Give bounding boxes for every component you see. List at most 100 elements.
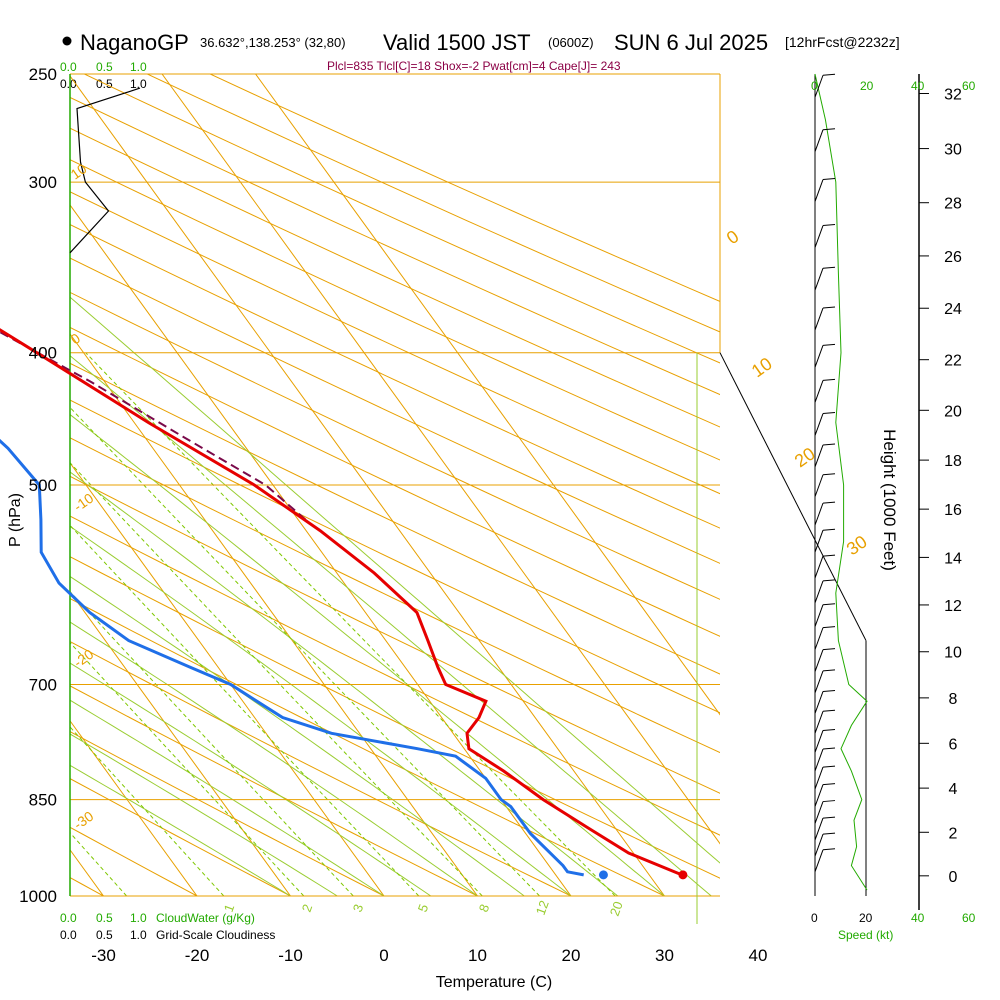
valid-date: SUN 6 Jul 2025	[614, 30, 768, 55]
top-green-2: 1.0	[130, 60, 147, 74]
wind-barb-staff	[814, 649, 824, 672]
mixing-ratio-value-label: 20	[607, 899, 626, 918]
surface-temperature-marker	[678, 870, 688, 880]
moist-adiabat-line	[70, 355, 712, 896]
dry-adiabat-line	[70, 224, 720, 529]
wind-barb-staff	[814, 604, 824, 627]
height-tick-label: 0	[949, 869, 958, 886]
mixing-ratio-line	[70, 462, 483, 896]
wind-barb-flag	[822, 603, 836, 606]
moist-adiabat-line	[70, 764, 291, 896]
temperature-axis: -30 -20 -10 0 10 20 30 40	[91, 946, 767, 965]
speed-top-0: 0	[811, 79, 818, 93]
mixing-ratio-line	[70, 726, 225, 896]
temperature-tick-label: -20	[185, 946, 210, 965]
height-tick-label: 16	[944, 502, 962, 519]
dry-adiabat-line	[70, 475, 720, 794]
pressure-tick-label: 300	[29, 173, 57, 192]
wind-barb-staff	[814, 670, 824, 694]
right-slant-line	[719, 352, 867, 641]
speed-bottom-0: 0	[811, 911, 818, 925]
wind-barb-staff	[814, 129, 824, 152]
moist-adiabat-line	[70, 621, 478, 896]
wind-barb-staff	[814, 413, 824, 436]
mixing-ratio-value-label: 1	[221, 902, 238, 914]
speed-bottom-3: 60	[962, 911, 976, 925]
valid-time: Valid 1500 JST	[383, 30, 531, 55]
height-tick-label: 8	[949, 691, 958, 708]
isotherm-value-label: 30	[843, 531, 871, 559]
temperature-tick-label: -10	[278, 946, 303, 965]
wind-barb-flag	[822, 412, 836, 415]
speed-bottom-1: 20	[859, 911, 873, 925]
dry-adiabat-line	[208, 74, 720, 302]
dry-adiabat-line	[70, 437, 720, 754]
moist-adiabat-line	[70, 662, 432, 896]
pressure-axis: 250 300 400 500 700 850 1000	[19, 65, 57, 906]
bottom-scale-green: 0.0 0.5 1.0 CloudWater (g/Kg)	[60, 911, 255, 925]
sounding-series	[0, 328, 688, 880]
temperature-tick-label: 20	[562, 946, 581, 965]
bottom-green-0: 0.0	[60, 911, 77, 925]
wind-barb-flag	[822, 626, 836, 629]
cloudiness-profile	[69, 87, 141, 254]
isotherm-line	[70, 719, 198, 896]
speed-scale-bottom: 0 20 40 60 Speed (kt)	[811, 911, 976, 942]
wind-barb-flag	[822, 783, 836, 786]
wind-barb-flag	[822, 443, 836, 446]
wind-barb-staff	[814, 555, 824, 579]
height-tick-label: 10	[944, 645, 962, 662]
wind-barb-flag	[822, 178, 836, 181]
speed-bottom-2: 40	[911, 911, 925, 925]
cloudiness-label: Grid-Scale Cloudiness	[156, 928, 275, 942]
speed-scale-top: 0 20 40 60	[811, 79, 976, 93]
dry-adiabat-line	[70, 778, 291, 896]
height-tick-label: 26	[944, 249, 962, 266]
mixing-ratio-value-label: 12	[533, 898, 552, 917]
pressure-tick-label: 850	[29, 791, 57, 810]
wind-barb-flag	[822, 765, 836, 768]
moist-adiabat-line	[70, 525, 572, 896]
wind-barb-staff	[814, 179, 824, 202]
mixing-ratio-line	[70, 406, 540, 896]
dry-adiabat-line	[70, 399, 720, 714]
wind-profile	[814, 73, 868, 891]
wind-barb-flag	[822, 816, 836, 819]
dry-adiabat-line	[70, 597, 665, 896]
wind-barb-staff	[814, 730, 824, 753]
height-tick-label: 30	[944, 142, 962, 159]
wind-barb-flag	[822, 669, 836, 672]
mixing-ratio-value-label: 5	[415, 902, 432, 914]
wind-barb-staff	[814, 801, 824, 824]
cloudiness-line	[69, 87, 141, 254]
speed-label: Speed (kt)	[838, 928, 893, 942]
wind-barb-flag	[822, 73, 836, 76]
height-tick-label: 2	[949, 825, 958, 842]
mixing-ratio-labels: 1 2 3 5 8 12 20	[221, 898, 626, 918]
wind-barb-flag	[822, 306, 836, 309]
wind-barb-flag	[822, 473, 836, 476]
wind-barb-flag	[822, 689, 836, 692]
height-tick-label: 24	[944, 301, 962, 318]
station-coords: 36.632°,138.253° (32,80)	[200, 35, 346, 50]
bottom-green-2: 1.0	[130, 911, 147, 925]
height-tick-label: 22	[944, 353, 962, 370]
wind-barb-staff	[814, 691, 824, 714]
top-scale-black: 0.0 0.5 1.0	[60, 77, 147, 91]
temperature-curve	[0, 328, 683, 877]
plot-frame	[69, 74, 920, 924]
top-green-0: 0.0	[60, 60, 77, 74]
wind-barb-staff	[814, 766, 824, 790]
wind-barb-flag	[822, 224, 836, 227]
moist-adiabat-line	[70, 733, 338, 896]
parcel-indices: Plcl=835 Tlcl[C]=18 Shox=-2 Pwat[cm]=4 C…	[327, 59, 621, 73]
valid-utc: (0600Z)	[548, 35, 594, 50]
wind-barb-flag	[822, 709, 836, 712]
dry-adiabat-line	[70, 291, 720, 600]
wind-barb-flag	[822, 648, 836, 651]
temperature-tick-label: 40	[749, 946, 768, 965]
temperature-tick-label: 0	[379, 946, 388, 965]
wind-barb-staff	[814, 75, 824, 98]
forecast-tag: [12hrFcst@2232z]	[785, 34, 900, 50]
wind-barb-staff	[814, 530, 824, 553]
